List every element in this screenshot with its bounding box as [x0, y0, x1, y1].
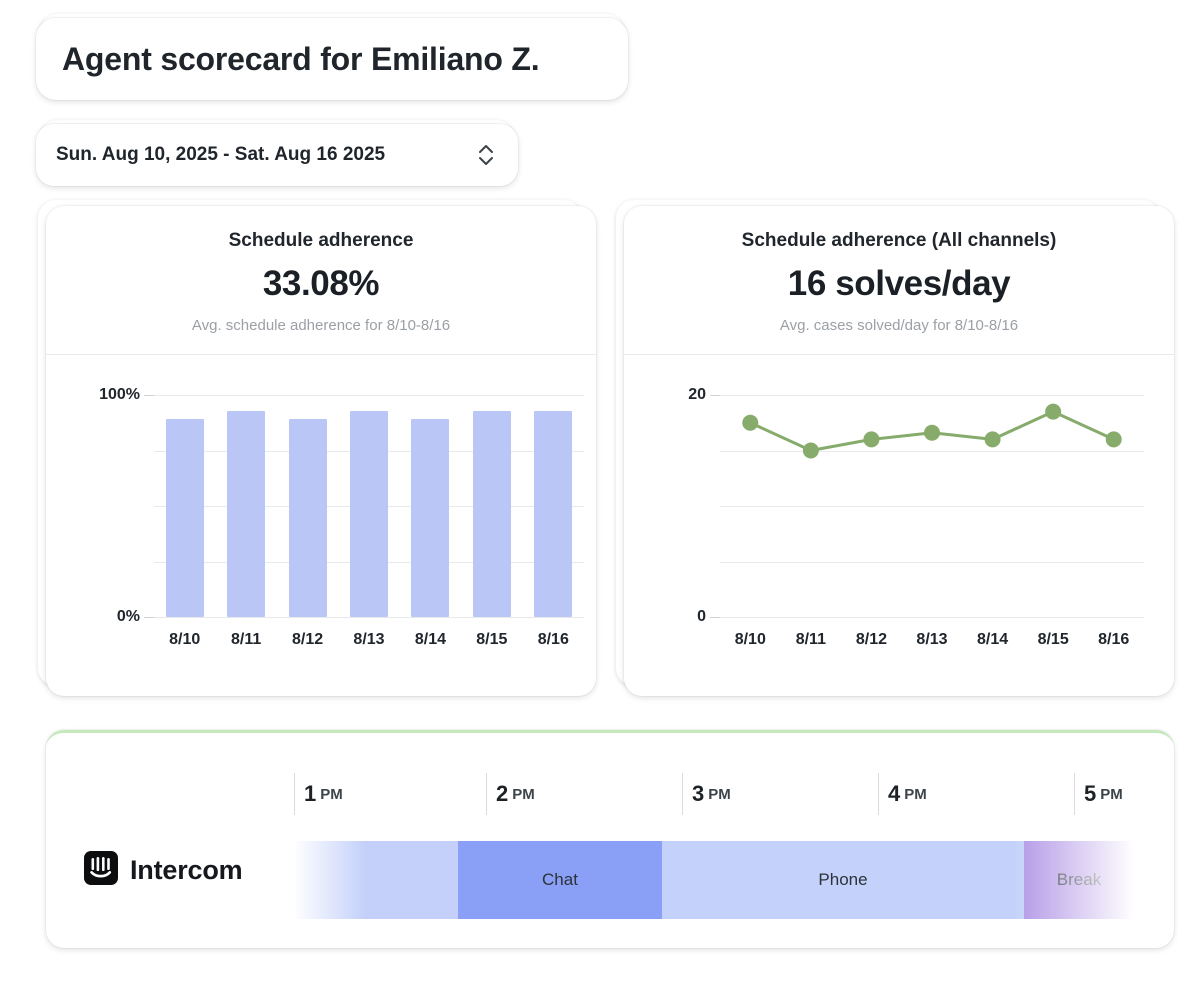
x-axis-tick-label: 8/11 — [231, 631, 262, 648]
gridline — [720, 395, 1144, 396]
bar — [349, 410, 389, 617]
hour-number: 5 — [1084, 781, 1097, 806]
x-axis-tick-label: 8/15 — [1037, 631, 1069, 648]
hour-number: 3 — [692, 781, 705, 806]
x-axis-tick-label: 8/16 — [1098, 631, 1130, 648]
bar — [227, 410, 266, 617]
hour-meridiem: PM — [320, 785, 343, 803]
right-chart-subtitle: Avg. cases solved/day for 8/10-8/16 — [779, 317, 1019, 334]
schedule-row: Intercom ChatPhoneBreak — [46, 841, 1174, 919]
date-range-label: Sun. Aug 10, 2025 - Sat. Aug 16 2025 — [56, 144, 386, 165]
x-axis-tick-label: 8/13 — [916, 631, 948, 648]
bar — [472, 410, 511, 617]
bar — [165, 419, 204, 617]
gridline — [154, 395, 584, 396]
gridline — [154, 617, 584, 618]
x-axis-tick-label: 8/14 — [414, 631, 446, 648]
left-chart-title: Schedule adherence — [228, 230, 414, 251]
hour-number: 1 — [304, 781, 317, 806]
left-chart-header: Schedule adherence 33.08% Avg. schedule … — [46, 206, 596, 334]
left-chart-divider — [46, 354, 596, 355]
x-axis-tick-label: 8/12 — [291, 631, 324, 648]
x-axis-tick-label: 8/14 — [976, 631, 1009, 648]
y-axis-tick-mark — [144, 617, 154, 618]
x-axis-tick-label: 8/15 — [476, 631, 508, 648]
brand-block: Intercom — [84, 851, 243, 890]
hour-marker: 1 PM — [294, 773, 343, 815]
gridline — [720, 506, 1144, 507]
line-chart-plot-area: 20 0 8/10 8/11 8/12 8/13 8/14 8/15 8/16 — [624, 355, 1174, 655]
hour-number: 2 — [496, 781, 509, 806]
y-axis-tick-mark — [710, 395, 720, 396]
x-axis-tick-label: 8/11 — [795, 631, 826, 648]
data-point-marker — [1105, 431, 1122, 448]
y-axis-tick-label: 100% — [99, 386, 140, 403]
channel-timeline[interactable]: ChatPhoneBreak — [294, 841, 1134, 919]
chevron-up-down-icon[interactable] — [476, 140, 518, 170]
hour-marker: 4 PM — [878, 773, 927, 815]
hour-meridiem: PM — [512, 785, 535, 803]
data-point-marker — [863, 431, 880, 448]
right-chart-value: 16 solves/day — [787, 264, 1011, 303]
hour-meridiem: PM — [708, 785, 731, 803]
data-point-marker — [984, 431, 1001, 448]
data-point-marker — [802, 442, 819, 459]
bar — [534, 410, 573, 617]
hour-marker: 3 PM — [682, 773, 731, 815]
cases-solved-card: Schedule adherence (All channels) 16 sol… — [624, 206, 1174, 696]
x-axis-tick-label: 8/16 — [537, 631, 569, 648]
y-axis-tick-label: 20 — [688, 386, 706, 403]
schedule-adherence-card: Schedule adherence 33.08% Avg. schedule … — [46, 206, 596, 696]
hour-marker: 2 PM — [486, 773, 535, 815]
hour-meridiem: PM — [1100, 785, 1123, 803]
date-range-selector[interactable]: Sun. Aug 10, 2025 - Sat. Aug 16 2025 — [36, 124, 518, 186]
y-axis-tick-mark — [710, 617, 720, 618]
page-title-card: Agent scorecard for Emiliano Z. — [36, 18, 628, 100]
x-axis-tick-label: 8/13 — [353, 631, 385, 648]
x-axis-tick-label: 8/12 — [855, 631, 887, 648]
brand-name: Intercom — [130, 855, 243, 885]
left-chart-subtitle: Avg. schedule adherence for 8/10-8/16 — [191, 317, 451, 334]
data-point-marker — [1045, 403, 1062, 420]
left-chart-value: 33.08% — [262, 264, 380, 303]
y-axis-tick-mark — [144, 395, 154, 396]
bar — [411, 419, 450, 617]
x-axis-tick-label: 8/10 — [734, 631, 766, 648]
line-series — [742, 403, 1122, 459]
y-axis-tick-label: 0% — [116, 608, 140, 625]
hour-marker: 5 PM — [1074, 773, 1123, 815]
intercom-logo-icon — [84, 851, 118, 890]
x-axis-tick-label: 8/10 — [169, 631, 201, 648]
hour-meridiem: PM — [904, 785, 927, 803]
gridline — [720, 561, 1144, 563]
gridline — [720, 617, 1144, 618]
timeline-left-fade — [294, 841, 366, 919]
segment-chat[interactable]: Chat — [458, 841, 662, 919]
data-point-marker — [924, 424, 940, 441]
bar — [288, 419, 327, 617]
right-chart-title: Schedule adherence (All channels) — [741, 230, 1057, 251]
bar-chart-plot-area: 100% 0% 8/10 8/11 8/12 8/13 8/14 8/15 8/16 — [46, 355, 596, 655]
data-point-marker — [742, 414, 759, 431]
hour-number: 4 — [888, 781, 901, 806]
page-title: Agent scorecard for Emiliano Z. — [62, 40, 540, 77]
segment-phone[interactable]: Phone — [662, 841, 1024, 919]
hour-ruler: 1 PM 2 PM 3 PM 4 PM 5 PM — [46, 773, 1174, 819]
right-chart-header: Schedule adherence (All channels) 16 sol… — [624, 206, 1174, 334]
timeline-right-fade — [1014, 841, 1134, 919]
right-chart-divider — [624, 354, 1174, 355]
gridline — [720, 450, 1144, 452]
y-axis-tick-label: 0 — [697, 608, 706, 625]
